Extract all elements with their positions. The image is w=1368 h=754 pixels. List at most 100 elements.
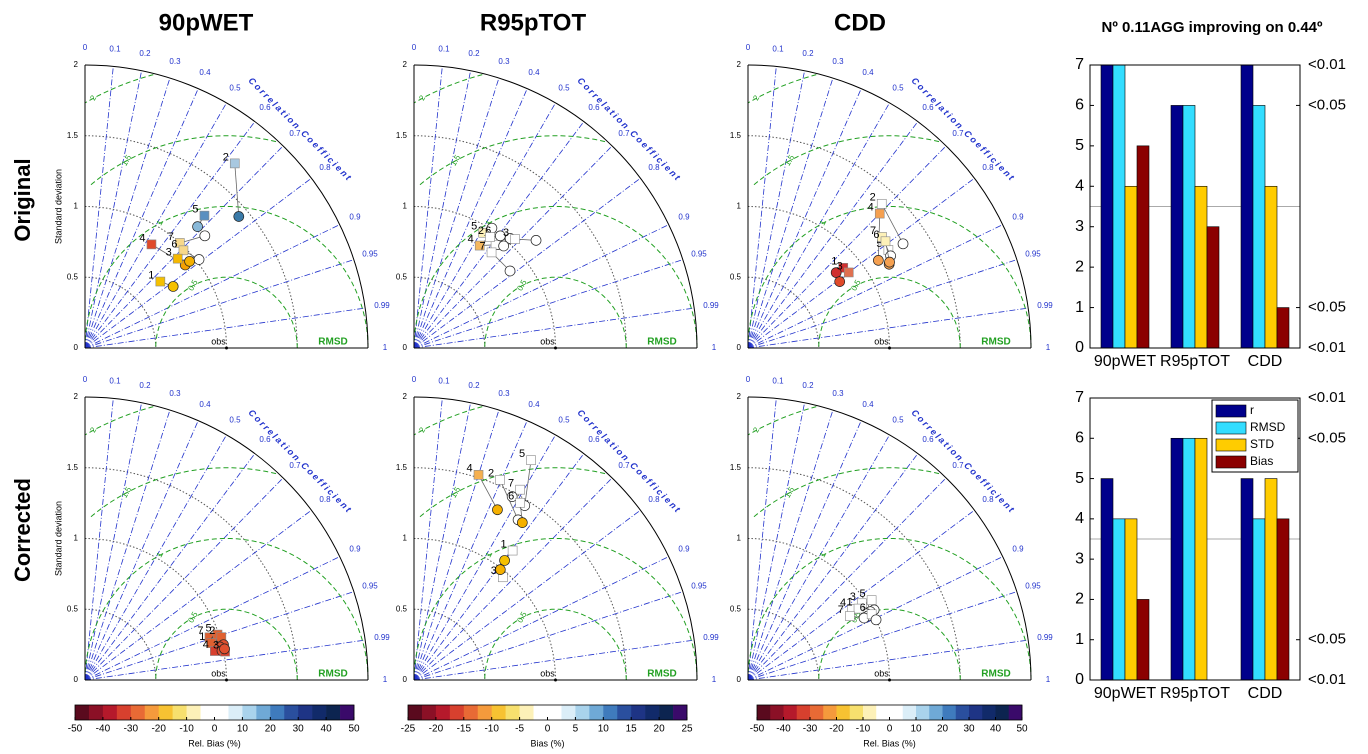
x-tick-label: 90pWET xyxy=(1094,353,1156,370)
colorbar-label: Bias (%) xyxy=(530,738,564,748)
corr-grid-line xyxy=(413,224,669,349)
rmsd-label: 1.5 xyxy=(120,153,134,168)
y-tick-label: 6 xyxy=(1075,97,1084,114)
colorbar-cell xyxy=(408,705,423,720)
model-square xyxy=(146,239,157,250)
corr-tick-label: 0.99 xyxy=(374,633,390,642)
outer-arc xyxy=(413,64,698,349)
colorbar-cell xyxy=(270,705,285,720)
rmsd-label: 0.5 xyxy=(186,610,200,625)
y-tick-label: 0 xyxy=(737,343,742,352)
corr-grid-line xyxy=(747,77,834,349)
y-tick-label: 1.5 xyxy=(730,463,742,472)
colorbar-cell xyxy=(783,705,798,720)
model-label: 4 xyxy=(468,233,474,245)
model-label: 1 xyxy=(501,538,507,550)
corr-grid-line xyxy=(413,121,585,349)
legend-swatch xyxy=(1215,438,1247,452)
y-tick-label: 0 xyxy=(74,343,79,352)
colorbar-tick-label: 0 xyxy=(212,724,218,735)
model-square xyxy=(880,236,891,247)
y-tick-label: 1 xyxy=(737,534,742,543)
corr-tick-label: 0.95 xyxy=(691,581,707,590)
y-tick-label: 1 xyxy=(403,534,408,543)
rmsd-arc xyxy=(417,467,606,519)
corr-tick-label: 0.2 xyxy=(802,381,814,390)
corr-tick-label: 0.2 xyxy=(802,49,814,58)
bar xyxy=(1252,518,1266,681)
y-tick-label: 2 xyxy=(403,60,408,69)
colorbar-cell xyxy=(144,705,159,720)
row-label: Original xyxy=(10,158,35,241)
colorbar-cell xyxy=(969,705,983,720)
y-tick-label: 2 xyxy=(737,392,742,401)
rmsd-arc xyxy=(84,74,154,104)
rmsd-arc xyxy=(88,135,277,187)
corr-grid-line xyxy=(84,477,284,681)
model-square xyxy=(526,455,536,465)
model-circle xyxy=(870,614,882,626)
corr-tick-label: 0.4 xyxy=(199,400,211,409)
model-square xyxy=(510,234,520,244)
model-circle xyxy=(492,504,503,516)
x-tick-label: CDD xyxy=(1248,353,1283,370)
rmsd-label: 1.5 xyxy=(783,153,797,168)
corr-tick-label: 0.8 xyxy=(982,495,994,504)
corr-grid-line xyxy=(413,259,683,349)
bar xyxy=(1194,185,1208,349)
corr-tick-label: 0.3 xyxy=(169,389,181,398)
colorbar-tick-label: 30 xyxy=(963,724,975,735)
std-grid-arc xyxy=(84,135,298,349)
model-link xyxy=(524,460,532,506)
corr-tick-label: 0.9 xyxy=(349,212,361,221)
corr-tick-label: 0.7 xyxy=(618,461,630,470)
corr-grid-line xyxy=(413,70,471,349)
corr-tick-label: 0.7 xyxy=(952,129,964,138)
corr-grid-line xyxy=(413,402,471,681)
colorbar-cell xyxy=(876,705,890,720)
rmsd-arc xyxy=(484,276,627,349)
legend-swatch xyxy=(1215,455,1247,469)
corr-tick-label: 0 xyxy=(412,375,417,384)
colorbar-tick-label: -40 xyxy=(776,724,791,735)
rmsd-label: 1.5 xyxy=(783,485,797,500)
model-circle xyxy=(897,238,909,250)
model-label: 6 xyxy=(873,229,879,241)
model-label: 3 xyxy=(503,227,509,239)
rmsd-arc xyxy=(84,206,369,348)
corr-grid-line xyxy=(84,88,199,349)
colorbar-tick-label: -5 xyxy=(515,724,524,735)
colorbar-tick-label: 0 xyxy=(887,724,893,735)
model-label: 4 xyxy=(203,639,209,651)
corr-grid-line xyxy=(84,70,142,349)
model-circle xyxy=(184,255,195,267)
colorbar-tick-label: -20 xyxy=(151,724,166,735)
model-label: 3 xyxy=(850,591,856,603)
corr-tick-label: 0.9 xyxy=(349,544,361,553)
corr-tick-label: 0.99 xyxy=(703,633,719,642)
model-label: 1 xyxy=(148,269,154,281)
y-tick-label: 2 xyxy=(737,60,742,69)
corr-grid-line xyxy=(84,224,340,349)
y-tick-label: 1 xyxy=(1075,299,1084,316)
corr-grid-line xyxy=(413,102,556,349)
obs-point xyxy=(888,678,891,682)
colorbar-tick-label: -50 xyxy=(750,724,765,735)
x-tick-label: CDD xyxy=(1248,685,1283,702)
model-square xyxy=(474,240,485,251)
rmsd-arc xyxy=(413,406,483,436)
y-tick-label: 1.5 xyxy=(67,131,79,140)
y-tick-label: 1.5 xyxy=(396,131,408,140)
corr-grid-line xyxy=(747,224,1003,349)
corr-tick-label: 0.6 xyxy=(588,103,600,112)
corr-tick-label: 0.8 xyxy=(648,163,660,172)
corr-axis-label: Correlation Coefficient xyxy=(246,408,354,516)
corr-tick-label: 0.6 xyxy=(259,435,271,444)
model-square xyxy=(866,595,877,605)
corr-axis-label: Correlation Coefficient xyxy=(246,76,354,184)
corr-grid-line xyxy=(413,477,613,681)
bar xyxy=(1100,478,1114,681)
bar xyxy=(1124,518,1138,681)
y-tick-label: 0 xyxy=(74,675,79,684)
